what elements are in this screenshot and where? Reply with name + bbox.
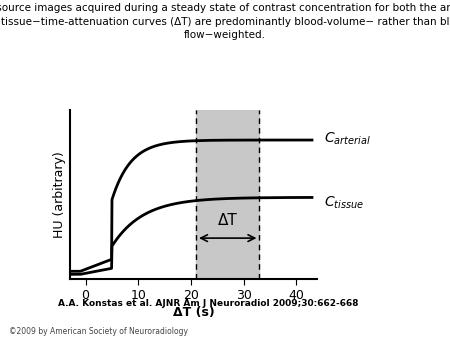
Bar [196, 110, 259, 279]
Text: A.A. Konstas et al. AJNR Am J Neuroradiol 2009;30:662-668: A.A. Konstas et al. AJNR Am J Neuroradio… [58, 299, 359, 308]
Text: $\mathit{C}_{\mathit{arterial}}$: $\mathit{C}_{\mathit{arterial}}$ [324, 130, 371, 147]
Text: ©2009 by American Society of Neuroradiology: ©2009 by American Society of Neuroradiol… [9, 327, 188, 336]
Text: AMERICAN JOURNAL OF NEURORADIOLOGY: AMERICAN JOURNAL OF NEURORADIOLOGY [292, 323, 385, 327]
Y-axis label: HU (arbitrary): HU (arbitrary) [53, 151, 66, 238]
Text: $\mathit{C}_{\mathit{tissue}}$: $\mathit{C}_{\mathit{tissue}}$ [324, 195, 364, 211]
Text: CTA source images acquired during a steady state of contrast concentration for b: CTA source images acquired during a stea… [0, 3, 450, 40]
Text: AJNR: AJNR [312, 301, 365, 320]
X-axis label: ΔT (s): ΔT (s) [173, 307, 214, 319]
Text: ΔT: ΔT [218, 213, 238, 227]
